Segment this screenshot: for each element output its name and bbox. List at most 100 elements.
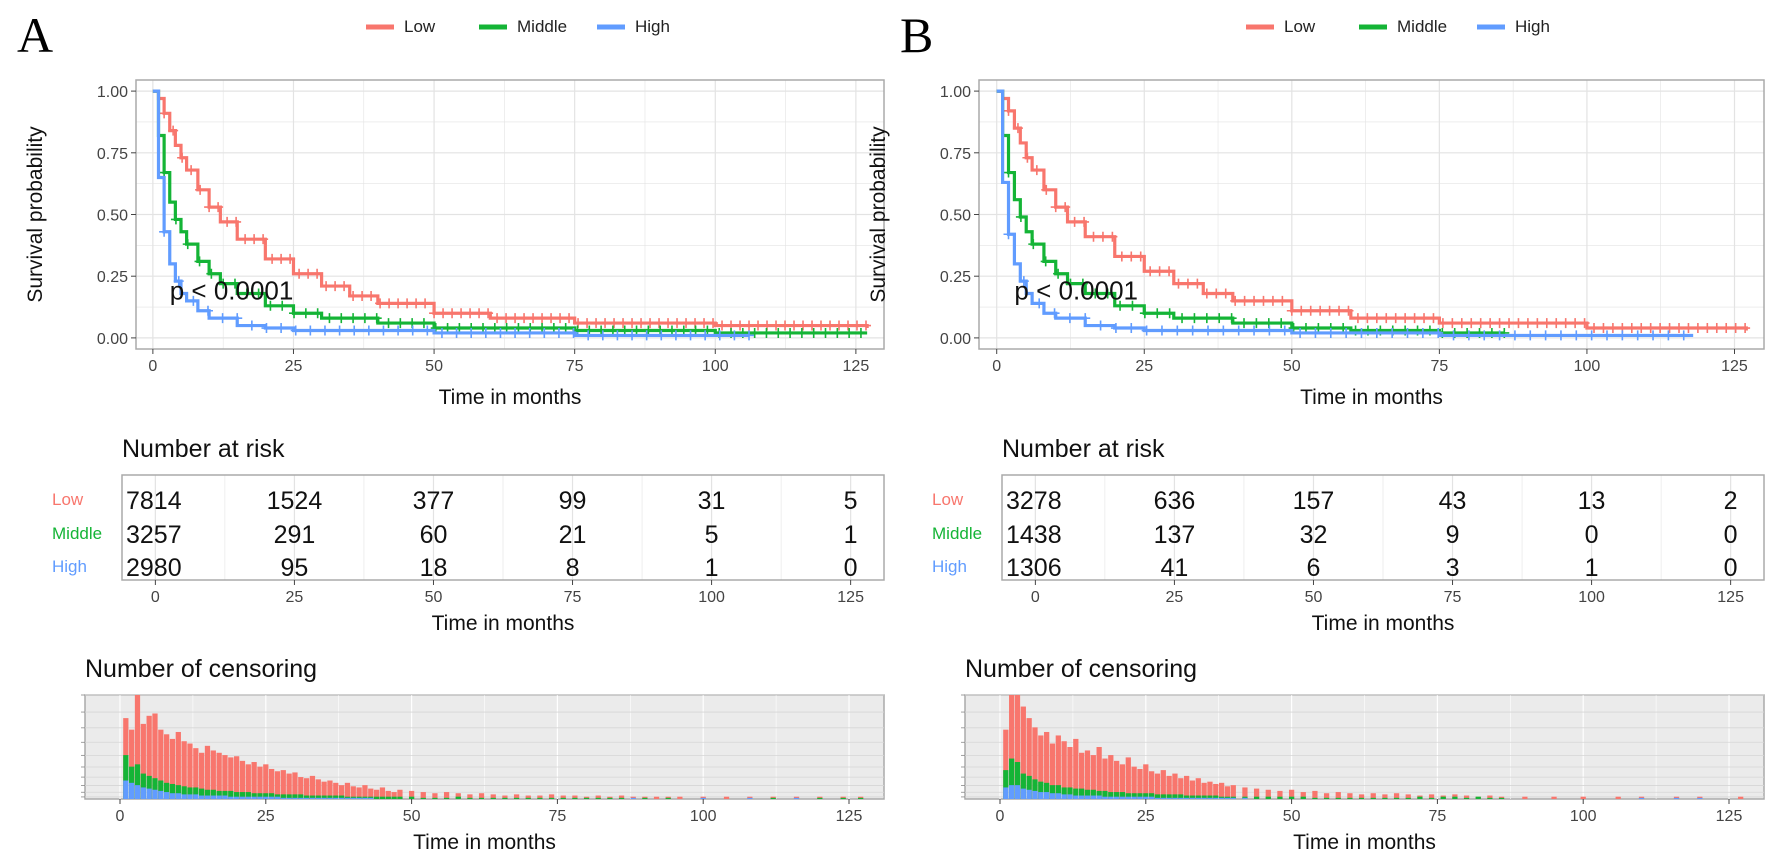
censor-bar-middle [1166,794,1172,799]
censor-bar-low [164,734,170,799]
censor-bar-middle [303,795,310,799]
censor-bar-low [1738,796,1744,799]
censor-mark [1466,318,1477,329]
risk-x-tick-label: 50 [425,589,443,606]
censor-bar-high [1178,797,1184,799]
censor-bar-high [1009,785,1015,799]
risk-x-tick-label: 0 [1031,589,1040,606]
censor-bar-middle [1440,796,1446,799]
censor-bar-high [344,797,351,799]
censor-bar-high [1084,795,1091,799]
censor-bar-low [1253,788,1260,799]
censor-mark [1177,313,1188,324]
censor-bar-low [548,794,555,799]
censor-bar-middle [1102,790,1108,799]
censor-mark [466,327,477,338]
censor-bar-high [700,797,706,799]
censor-mark [1602,330,1612,341]
censor-bar-middle [239,792,246,799]
censor-mark [1139,308,1150,319]
x-tick-label: 125 [1721,358,1748,375]
censor-bar-high [350,797,356,799]
censor-mark [186,165,197,176]
censor-bar-low [443,792,450,799]
censor-mark [438,308,449,319]
censor-mark [495,327,506,338]
censor-bar-low [292,772,298,799]
censor-bar-middle [1020,773,1026,799]
censor-mark [359,313,370,324]
censor-mark [451,327,462,338]
censor-mark [1201,288,1212,299]
risk-count: 1438 [1006,521,1062,549]
censor-bar-middle [490,797,496,799]
censoring-x-axis-label: Time in months [413,831,556,854]
censor-mark [305,325,316,336]
censor-mark [1463,330,1474,341]
censor-mark [690,325,701,336]
risk-x-tick-label: 125 [1717,589,1744,606]
censor-bar-low [432,793,438,799]
censor-bar-low [595,795,601,799]
censor-mark [1090,288,1101,299]
censor-bar-low [723,796,730,799]
censor-mark [229,278,240,289]
censor-mark [708,318,719,329]
censor-bar-low [1615,796,1621,799]
censor-bar-middle [1119,792,1126,799]
censor-mark [672,318,683,329]
censor-mark [456,308,467,319]
risk-x-tick-label: 75 [1444,589,1462,606]
censor-mark [407,325,418,336]
censor-mark [217,313,228,324]
censor-mark [1626,323,1637,334]
censor-mark [582,318,593,329]
censor-bar-middle [1084,789,1091,799]
censor-mark [1433,327,1444,338]
censor-bar-high [1638,797,1645,799]
censor-bar-high [338,797,345,799]
censor-bar-low [1119,764,1126,799]
censor-bar-middle [1009,758,1015,799]
censor-bar-middle [1160,794,1166,799]
censor-mark [1077,278,1088,289]
censor-mark [1645,323,1656,334]
censor-mark [1107,231,1118,242]
censor-mark [1267,295,1278,306]
censor-mark [422,325,433,336]
censor-mark [1513,318,1524,329]
censor-mark [643,325,654,336]
censor-mark [1730,323,1741,334]
censor-bar-middle [408,796,415,799]
censor-mark [1381,313,1392,324]
censor-mark [548,323,559,334]
censor-mark [1607,323,1618,334]
censor-mark [654,318,665,329]
censor-bar-low [338,785,345,799]
censor-bar-high [1195,797,1201,799]
censor-mark [609,318,620,329]
censor-mark [1663,330,1674,341]
censor-bar-low [397,789,403,799]
censor-bar-low [140,723,146,799]
censor-bar-low [1265,789,1271,799]
censor-bar-middle [525,797,531,799]
censor-bar-high [1055,793,1061,799]
censor-bar-high [1166,797,1172,799]
censor-bar-middle [1213,795,1219,799]
censor-bar-high [193,794,199,799]
censor-bar-low [315,779,321,799]
censor-bar-low [327,780,333,799]
censor-mark [188,295,199,306]
censor-bar-low [193,748,199,799]
censor-bar-middle [1300,796,1306,799]
censor-bar-low [1090,755,1096,799]
censor-bar-high [1137,796,1143,799]
censor-bar-middle [1073,788,1079,799]
censor-mark [528,313,539,324]
x-tick-label: 125 [843,358,870,375]
censor-bar-low [1067,747,1073,799]
censor-mark [627,318,638,329]
risk-count: 60 [420,521,448,549]
